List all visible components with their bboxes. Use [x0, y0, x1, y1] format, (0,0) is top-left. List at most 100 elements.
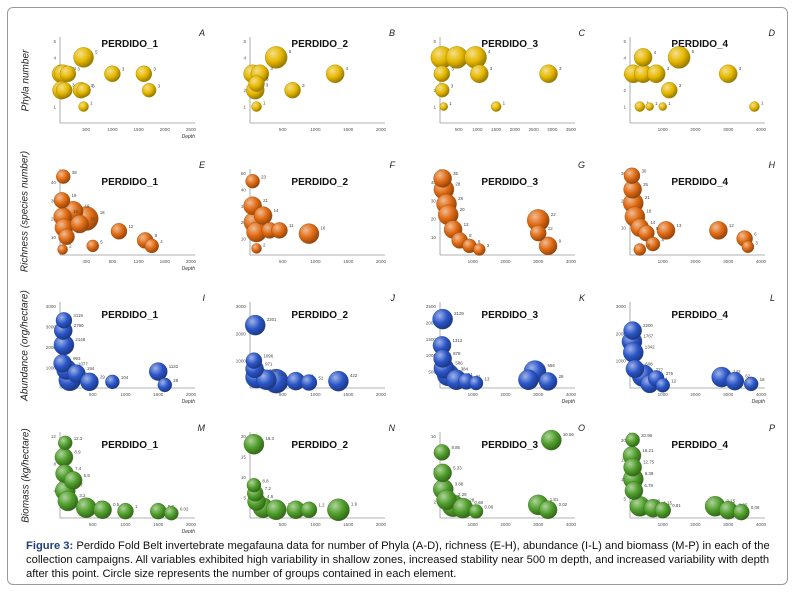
data-label: 1312 [452, 338, 462, 343]
y-tick-label: 1000 [236, 359, 247, 364]
data-bubble [70, 214, 89, 234]
data-label: 28 [559, 374, 564, 379]
x-tick-label: 1500 [133, 127, 144, 132]
caption-text: Perdido Fold Belt invertebrate megafauna… [26, 540, 770, 580]
data-label: 3.2 [79, 493, 86, 498]
data-bubble [743, 376, 759, 392]
data-label: 777 [656, 367, 664, 372]
panel-h: HPERDIDO_4102030100020003000400021182514… [621, 160, 776, 264]
data-bubble [741, 240, 755, 254]
data-bubble [53, 192, 71, 209]
data-bubble [624, 481, 644, 500]
data-label: 28 [458, 196, 463, 201]
data-bubble [473, 243, 486, 256]
data-bubble [490, 101, 502, 112]
panel-title: PERDIDO_1 [101, 177, 158, 188]
data-label: 18.3 [265, 436, 274, 441]
data-label: 556 [547, 363, 555, 368]
data-label: 194 [87, 366, 95, 371]
data-label: 4 [160, 239, 163, 244]
y-tick-label: 1 [243, 105, 246, 110]
data-bubble [54, 447, 74, 467]
data-bubble [93, 500, 112, 519]
data-bubble [164, 506, 179, 521]
data-bubble [530, 224, 547, 242]
data-label: 0.02 [559, 502, 568, 507]
data-label: 3 [270, 66, 273, 71]
data-label: 608 [645, 361, 653, 366]
x-tick-label: 3000 [723, 522, 734, 527]
panel-a: APERDIDO_1123455001000150020002500Depth5… [51, 28, 205, 140]
y-tick-label: 3000 [616, 304, 627, 309]
data-bubble [656, 221, 676, 240]
y-tick-label: 30 [51, 198, 57, 203]
data-bubble [63, 471, 83, 490]
panel-k: K PERDIDO_3 500 1000 1500 2000 2500 1000 2000 300… [426, 293, 586, 405]
y-tick-label: 3000 [236, 304, 247, 309]
data-label: 1342 [645, 344, 655, 349]
y-tick-label: 30 [621, 171, 627, 176]
panel-title: PERDIDO_4 [671, 440, 728, 451]
data-label: 20.96 [641, 433, 653, 438]
data-bubble [76, 82, 91, 98]
row-label-phyla: Phyla number [20, 49, 32, 112]
panel-letter: O [578, 423, 585, 433]
data-bubble [251, 101, 262, 112]
data-bubble [645, 102, 654, 111]
x-tick-label: 1500 [343, 259, 354, 264]
data-label: 62 [745, 374, 750, 379]
y-tick-label: 20 [431, 217, 437, 222]
data-bubble [623, 167, 641, 184]
data-label: 3 [679, 83, 682, 88]
y-tick-label: 40 [51, 180, 57, 185]
data-bubble [327, 498, 350, 521]
data-label: 3 [266, 83, 269, 88]
x-axis-label: Depth [752, 399, 766, 405]
data-bubble [464, 46, 487, 69]
x-tick-label: 2000 [510, 127, 521, 132]
data-bubble [86, 239, 99, 253]
data-bubble [667, 46, 691, 69]
panel-letter: I [202, 293, 205, 303]
x-tick-label: 2000 [186, 522, 197, 527]
x-tick-label: 1000 [120, 522, 131, 527]
x-tick-label: 500 [279, 392, 287, 397]
y-tick-label: 10 [621, 226, 627, 231]
data-label: 18 [646, 209, 651, 214]
data-label: 2200 [643, 323, 653, 328]
data-label: 13 [464, 222, 469, 227]
x-tick-label: 4000 [756, 127, 767, 132]
y-tick-label: 2500 [426, 304, 437, 309]
x-tick-label: 1000 [120, 392, 131, 397]
panel-f: FPERDIDO_2102030405050010001500200020141… [241, 160, 396, 264]
data-bubble [73, 47, 94, 68]
data-label: 3.88 [455, 481, 464, 486]
data-bubble [300, 501, 318, 518]
y-tick-label: 20 [51, 217, 57, 222]
data-label: 28 [455, 181, 460, 186]
data-bubble [625, 359, 645, 379]
data-label: 12 [128, 224, 133, 229]
data-label: 5 [100, 239, 103, 244]
data-bubble [538, 236, 558, 256]
data-bubble [55, 312, 73, 329]
data-label: 3 [647, 243, 650, 248]
data-label: 1096 [263, 353, 273, 358]
data-label: 18 [100, 210, 105, 215]
y-tick-label: 12 [51, 434, 57, 439]
data-label: 35 [453, 171, 458, 176]
y-tick-label: 40 [431, 180, 437, 185]
data-bubble [623, 321, 642, 340]
x-tick-label: 4000 [566, 392, 577, 397]
data-label: 1.2 [318, 503, 325, 508]
panel-letter: F [390, 160, 396, 170]
x-tick-label: 1000 [310, 127, 321, 132]
x-tick-label: 400 [82, 259, 90, 264]
data-label: 0.06 [751, 505, 760, 510]
data-bubble [58, 228, 75, 245]
x-tick-label: 1500 [343, 522, 354, 527]
data-bubble [245, 352, 263, 369]
data-label: 0.02 [180, 506, 189, 511]
data-label: 3 [487, 243, 490, 248]
data-label: 878 [453, 351, 461, 356]
